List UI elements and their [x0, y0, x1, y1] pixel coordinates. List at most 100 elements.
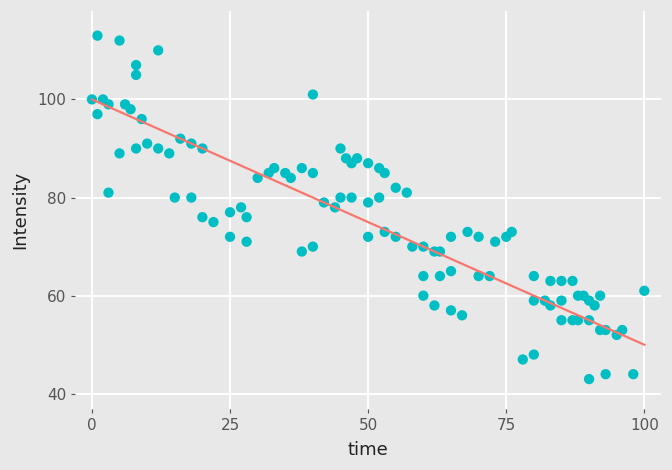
Point [446, 267, 456, 275]
Point [346, 194, 357, 201]
Point [639, 287, 650, 295]
Point [462, 228, 473, 235]
Point [540, 297, 550, 305]
Point [241, 238, 252, 245]
Point [418, 292, 429, 299]
Point [628, 370, 638, 378]
Point [363, 159, 374, 167]
Point [296, 248, 307, 255]
Point [346, 159, 357, 167]
Point [269, 164, 280, 172]
Point [241, 213, 252, 221]
Point [528, 351, 539, 358]
Point [197, 145, 208, 152]
Point [584, 316, 595, 324]
Point [584, 297, 595, 305]
Point [584, 376, 595, 383]
Point [556, 277, 567, 285]
Point [363, 233, 374, 241]
Point [280, 169, 290, 177]
Point [556, 316, 567, 324]
Point [92, 32, 103, 39]
Point [136, 115, 147, 123]
Point [224, 209, 235, 216]
Point [379, 169, 390, 177]
Point [390, 184, 401, 191]
Point [164, 149, 175, 157]
Point [186, 140, 197, 147]
Point [473, 272, 484, 280]
Point [407, 243, 418, 251]
Point [435, 272, 446, 280]
Point [131, 71, 142, 78]
Point [351, 155, 362, 162]
Point [236, 204, 247, 211]
Point [379, 228, 390, 235]
Point [429, 302, 439, 309]
Point [600, 326, 611, 334]
Point [446, 233, 456, 241]
Point [567, 277, 578, 285]
Point [131, 61, 142, 69]
Point [612, 331, 622, 339]
Point [418, 243, 429, 251]
Point [131, 145, 142, 152]
Point [125, 105, 136, 113]
Point [567, 316, 578, 324]
Point [600, 370, 611, 378]
Point [485, 272, 495, 280]
Point [153, 47, 163, 54]
Point [617, 326, 628, 334]
Point [335, 194, 346, 201]
Point [224, 233, 235, 241]
Point [545, 277, 556, 285]
Point [490, 238, 501, 245]
Point [87, 96, 97, 103]
Point [595, 292, 605, 299]
Point [374, 194, 384, 201]
Point [263, 169, 274, 177]
Point [573, 316, 583, 324]
Point [197, 213, 208, 221]
Point [296, 164, 307, 172]
Point [517, 356, 528, 363]
Point [208, 219, 219, 226]
Point [329, 204, 340, 211]
Point [252, 174, 263, 182]
Point [573, 292, 583, 299]
Point [578, 292, 589, 299]
Point [457, 312, 468, 319]
Point [335, 145, 346, 152]
Point [319, 199, 329, 206]
Point [418, 272, 429, 280]
Point [341, 155, 351, 162]
Point [363, 199, 374, 206]
Point [308, 91, 319, 98]
Point [528, 272, 539, 280]
Point [556, 297, 567, 305]
Point [308, 169, 319, 177]
Point [286, 174, 296, 182]
Point [446, 306, 456, 314]
Point [114, 149, 125, 157]
Point [308, 243, 319, 251]
Point [374, 164, 384, 172]
Point [589, 302, 600, 309]
Point [103, 101, 114, 108]
Point [175, 135, 185, 142]
Point [169, 194, 180, 201]
Point [97, 96, 108, 103]
Point [507, 228, 517, 235]
Y-axis label: Intensity: Intensity [11, 171, 29, 249]
Point [473, 233, 484, 241]
Point [595, 326, 605, 334]
Point [435, 248, 446, 255]
Point [390, 233, 401, 241]
Point [401, 189, 412, 196]
Point [114, 37, 125, 44]
Point [92, 110, 103, 118]
Point [120, 101, 130, 108]
Point [103, 189, 114, 196]
Point [501, 233, 511, 241]
X-axis label: time: time [347, 441, 388, 459]
